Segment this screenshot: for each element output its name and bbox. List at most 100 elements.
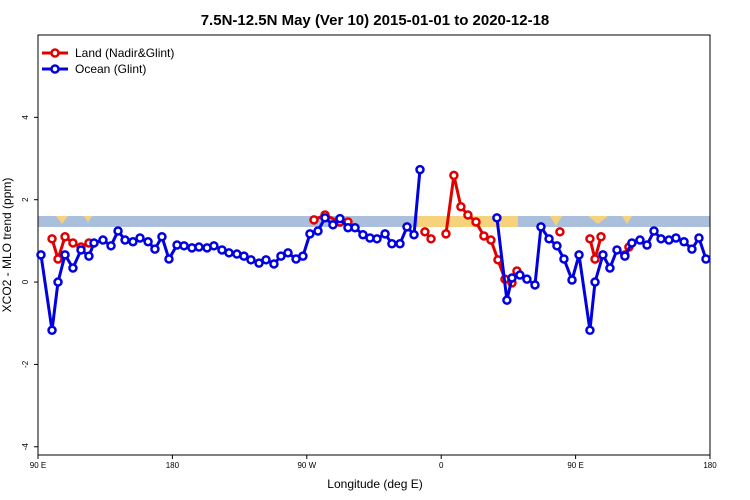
- data-point: [552, 241, 562, 251]
- data-point: [492, 213, 502, 223]
- data-point: [555, 227, 565, 237]
- data-point: [209, 241, 219, 251]
- data-point: [449, 170, 459, 181]
- data-point: [120, 235, 130, 245]
- data-point: [402, 222, 412, 232]
- data-point: [426, 234, 436, 244]
- data-point: [350, 222, 360, 233]
- data-point: [113, 226, 123, 236]
- data-point: [84, 251, 94, 261]
- data-point: [150, 244, 160, 254]
- y-tick-label: 4: [21, 115, 30, 120]
- data-point: [239, 251, 249, 261]
- data-point: [671, 233, 681, 243]
- data-point: [276, 251, 286, 261]
- data-point: [269, 259, 279, 269]
- data-point: [224, 248, 234, 258]
- data-point: [89, 238, 99, 248]
- plot: [36, 164, 711, 335]
- data-point: [246, 255, 256, 265]
- data-point: [68, 238, 78, 248]
- data-point: [254, 258, 264, 268]
- data-point: [635, 235, 645, 245]
- legend: Land (Nadir&Glint) Ocean (Glint): [42, 46, 174, 76]
- data-point: [515, 270, 525, 280]
- data-point: [642, 240, 652, 250]
- land-band: [622, 216, 632, 224]
- data-point: [98, 235, 108, 245]
- data-point: [305, 229, 315, 239]
- data-point: [76, 245, 86, 255]
- data-point: [415, 164, 425, 175]
- data-point: [479, 231, 489, 241]
- data-point: [590, 254, 600, 264]
- data-point: [60, 250, 70, 260]
- legend-marker: [50, 64, 60, 74]
- data-point: [687, 244, 697, 254]
- data-point: [694, 233, 704, 243]
- data-point: [68, 263, 78, 273]
- data-point: [313, 226, 323, 236]
- y-tick-label: 2: [21, 197, 30, 202]
- data-point: [656, 234, 666, 244]
- data-point: [135, 233, 145, 243]
- land-band: [588, 216, 608, 224]
- data-point: [536, 222, 546, 232]
- data-point: [409, 229, 419, 240]
- data-point: [507, 273, 517, 283]
- x-tick-label: 180: [166, 461, 180, 470]
- data-point: [320, 213, 330, 223]
- data-point: [36, 250, 46, 260]
- series-line: [39, 169, 708, 331]
- x-tick-label: 90 E: [30, 461, 46, 470]
- data-point: [261, 255, 271, 265]
- data-point: [298, 251, 308, 261]
- land-band: [84, 216, 92, 222]
- data-point: [47, 325, 57, 335]
- data-point: [179, 241, 189, 251]
- data-point: [605, 263, 615, 273]
- data-point: [372, 234, 382, 244]
- data-point: [283, 248, 293, 258]
- data-point: [559, 254, 569, 264]
- data-point: [567, 275, 577, 285]
- land-band: [418, 216, 518, 227]
- data-point: [106, 241, 116, 251]
- chart-title: 7.5N-12.5N May (Ver 10) 2015-01-01 to 20…: [201, 12, 550, 29]
- data-point: [649, 226, 659, 236]
- data-point: [590, 277, 600, 287]
- data-point: [441, 229, 451, 239]
- data-point: [530, 280, 540, 290]
- data-point: [544, 234, 554, 244]
- legend-label: Land (Nadir&Glint): [75, 46, 174, 60]
- data-point: [395, 239, 405, 249]
- data-point: [380, 229, 390, 239]
- y-tick-label: -4: [21, 443, 30, 451]
- land-band: [550, 216, 562, 226]
- x-axis-label: Longitude (deg E): [327, 477, 422, 491]
- data-point: [612, 245, 622, 255]
- y-axis-label: XCO2 - MLO trend (ppm): [0, 178, 14, 313]
- data-point: [60, 232, 70, 242]
- legend-label: Ocean (Glint): [75, 62, 146, 76]
- data-point: [574, 250, 584, 260]
- data-point: [701, 254, 711, 264]
- data-point: [47, 234, 57, 244]
- plot-frame: [37, 34, 711, 456]
- data-point: [620, 251, 630, 261]
- data-point: [420, 227, 430, 237]
- x-tick-label: 90 E: [567, 461, 583, 470]
- data-point: [309, 215, 319, 225]
- land-band: [56, 216, 68, 224]
- data-point: [585, 325, 595, 335]
- data-point: [486, 235, 496, 245]
- data-point: [143, 236, 153, 247]
- data-point: [164, 254, 174, 264]
- data-point: [598, 250, 608, 260]
- data-point: [502, 295, 512, 305]
- data-point: [53, 254, 63, 264]
- data-point: [596, 232, 606, 242]
- data-point: [522, 274, 532, 284]
- data-point: [328, 220, 338, 230]
